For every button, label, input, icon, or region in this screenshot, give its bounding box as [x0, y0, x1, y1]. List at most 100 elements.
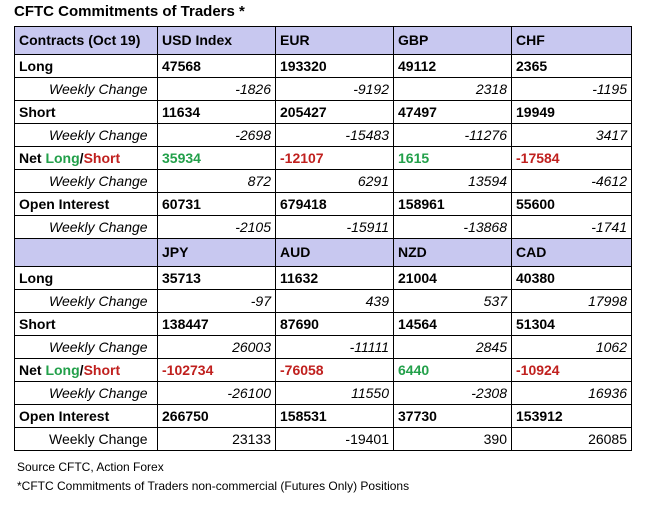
cell-change: -97 [157, 289, 276, 313]
cell-change: -9192 [275, 77, 394, 101]
row-label-weekly-change: Weekly Change [14, 77, 158, 101]
cell-change: 26085 [511, 427, 632, 451]
cell-change: 23133 [157, 427, 276, 451]
net-slash: / [79, 362, 84, 378]
net-prefix: Net [19, 150, 46, 166]
header-empty [14, 238, 158, 267]
table-row-net: Net Long/Short -102734 -76058 6440 -1092… [14, 358, 632, 382]
table-row-net: Net Long/Short 35934 -12107 1615 -17584 [14, 146, 632, 170]
cell-change: 3417 [511, 123, 632, 147]
row-label-net: Net Long/Short [14, 358, 158, 382]
row-label-short: Short [14, 312, 158, 336]
cell-change: 11550 [275, 381, 394, 405]
cell-net-value: -76058 [275, 358, 394, 382]
header-aud: AUD [275, 238, 394, 267]
cell-change: 6291 [275, 169, 394, 193]
cell-change: 1062 [511, 335, 632, 359]
header-row-majors: Contracts (Oct 19) USD Index EUR GBP CHF [14, 26, 632, 55]
table-row-net-change: Weekly Change -26100 11550 -2308 16936 [14, 381, 632, 405]
source-note: Source CFTC, Action Forex [17, 460, 164, 474]
table-row-long-change: Weekly Change -97 439 537 17998 [14, 289, 632, 313]
cell-value: 60731 [157, 192, 276, 216]
cell-change: -13868 [393, 215, 512, 239]
cell-value: 11632 [275, 266, 394, 290]
net-prefix: Net [19, 362, 46, 378]
cell-change: 13594 [393, 169, 512, 193]
row-label-weekly-change: Weekly Change [14, 215, 158, 239]
cell-net-value: 1615 [393, 146, 512, 170]
cell-value: 2365 [511, 54, 632, 78]
table-row-long-change: Weekly Change -1826 -9192 2318 -1195 [14, 77, 632, 101]
cell-change: -2698 [157, 123, 276, 147]
table-row-long: Long 47568 193320 49112 2365 [14, 54, 632, 78]
cell-change: -1826 [157, 77, 276, 101]
table-row-net-change: Weekly Change 872 6291 13594 -4612 [14, 169, 632, 193]
header-jpy: JPY [157, 238, 276, 267]
cell-change: -4612 [511, 169, 632, 193]
table-row-long: Long 35713 11632 21004 40380 [14, 266, 632, 290]
cell-net-value: -102734 [157, 358, 276, 382]
cell-net-value: -10924 [511, 358, 632, 382]
header-eur: EUR [275, 26, 394, 55]
table-row-open-interest-change: Weekly Change 23133 -19401 390 26085 [14, 427, 632, 451]
net-short-label: Short [83, 150, 121, 166]
row-label-weekly-change: Weekly Change [14, 335, 158, 359]
row-label-net: Net Long/Short [14, 146, 158, 170]
cell-net-value: -12107 [275, 146, 394, 170]
footnote: *CFTC Commitments of Traders non-commerc… [17, 479, 410, 493]
page-title: CFTC Commitments of Traders * [14, 3, 245, 20]
cell-value: 51304 [511, 312, 632, 336]
table-row-open-interest: Open Interest 60731 679418 158961 55600 [14, 192, 632, 216]
cell-value: 21004 [393, 266, 512, 290]
row-label-weekly-change: Weekly Change [14, 123, 158, 147]
cell-value: 47497 [393, 100, 512, 124]
cell-value: 193320 [275, 54, 394, 78]
cell-change: 2318 [393, 77, 512, 101]
cell-value: 11634 [157, 100, 276, 124]
row-label-long: Long [14, 266, 158, 290]
cell-value: 153912 [511, 404, 632, 428]
cell-change: -26100 [157, 381, 276, 405]
cell-change: 16936 [511, 381, 632, 405]
cell-change: -15483 [275, 123, 394, 147]
cell-value: 87690 [275, 312, 394, 336]
cell-change: -1195 [511, 77, 632, 101]
table-row-short: Short 138447 87690 14564 51304 [14, 312, 632, 336]
cell-change: 537 [393, 289, 512, 313]
net-long-label: Long [45, 362, 80, 378]
cot-table: Contracts (Oct 19) USD Index EUR GBP CHF… [14, 26, 632, 451]
cell-change: -2105 [157, 215, 276, 239]
cell-change: 390 [393, 427, 512, 451]
row-label-long: Long [14, 54, 158, 78]
header-contracts: Contracts (Oct 19) [14, 26, 158, 55]
cell-value: 47568 [157, 54, 276, 78]
header-usd-index: USD Index [157, 26, 276, 55]
table-row-short: Short 11634 205427 47497 19949 [14, 100, 632, 124]
cell-change: 17998 [511, 289, 632, 313]
cell-change: -11276 [393, 123, 512, 147]
header-nzd: NZD [393, 238, 512, 267]
row-label-weekly-change: Weekly Change [14, 427, 158, 451]
cell-value: 40380 [511, 266, 632, 290]
row-label-weekly-change: Weekly Change [14, 381, 158, 405]
cell-change: 872 [157, 169, 276, 193]
row-label-weekly-change: Weekly Change [14, 169, 158, 193]
cell-value: 205427 [275, 100, 394, 124]
cell-value: 14564 [393, 312, 512, 336]
cell-value: 55600 [511, 192, 632, 216]
net-long-label: Long [45, 150, 80, 166]
cell-net-value: -17584 [511, 146, 632, 170]
cell-net-value: 6440 [393, 358, 512, 382]
table-row-open-interest: Open Interest 266750 158531 37730 153912 [14, 404, 632, 428]
net-short-label: Short [83, 362, 121, 378]
row-label-open-interest: Open Interest [14, 404, 158, 428]
header-row-commodity: JPY AUD NZD CAD [14, 238, 632, 267]
cell-value: 138447 [157, 312, 276, 336]
cell-value: 158961 [393, 192, 512, 216]
row-label-weekly-change: Weekly Change [14, 289, 158, 313]
cell-value: 266750 [157, 404, 276, 428]
header-gbp: GBP [393, 26, 512, 55]
cell-change: 26003 [157, 335, 276, 359]
cell-change: -1741 [511, 215, 632, 239]
header-chf: CHF [511, 26, 632, 55]
